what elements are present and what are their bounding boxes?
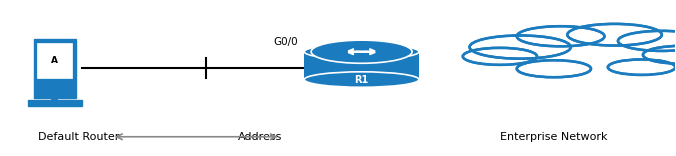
FancyBboxPatch shape [51, 97, 58, 100]
Ellipse shape [304, 72, 419, 87]
Text: G0/0: G0/0 [273, 37, 297, 47]
Text: Default Router: Default Router [38, 132, 119, 142]
Circle shape [470, 35, 571, 59]
Ellipse shape [304, 44, 419, 59]
Text: R1: R1 [354, 75, 368, 85]
FancyBboxPatch shape [37, 44, 72, 78]
Text: Enterprise Network: Enterprise Network [500, 132, 608, 142]
FancyBboxPatch shape [28, 100, 82, 105]
FancyBboxPatch shape [304, 52, 419, 80]
Polygon shape [520, 35, 676, 63]
Circle shape [311, 40, 412, 63]
Circle shape [618, 31, 676, 51]
Text: A: A [51, 56, 58, 65]
Circle shape [516, 26, 604, 46]
Circle shape [516, 60, 591, 77]
FancyBboxPatch shape [34, 39, 76, 98]
Text: Address: Address [238, 132, 283, 142]
Circle shape [643, 46, 676, 64]
Circle shape [463, 48, 537, 65]
Circle shape [608, 59, 675, 75]
Circle shape [567, 24, 662, 46]
